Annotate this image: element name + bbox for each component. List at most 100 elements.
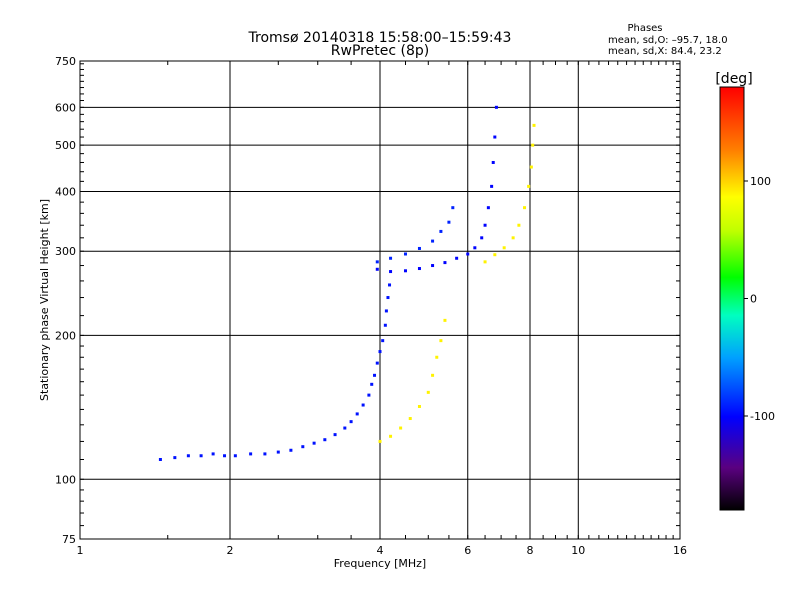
data-point [431,239,435,243]
data-point [233,454,237,458]
stats-x-mode: mean, sd,X: 84.4, 23.2 [608,46,722,57]
y-tick-label: 500 [55,139,76,152]
data-point [523,206,527,210]
data-point [375,267,379,271]
data-point [355,412,359,416]
data-point [435,355,439,359]
data-point [417,404,421,408]
data-point [301,445,305,449]
colorbar-tick-label: -100 [750,410,775,423]
data-point [493,253,497,257]
data-point [494,105,498,109]
data-point [408,417,412,421]
x-tick-label: 10 [571,544,585,557]
data-point [431,373,435,377]
data-point [443,261,447,265]
data-point [455,256,459,260]
data-point [388,283,392,287]
y-tick-label: 750 [55,55,76,68]
data-point [367,393,371,397]
data-point [502,246,506,250]
y-tick-label: 400 [55,185,76,198]
x-tick-label: 6 [464,544,471,557]
data-point [173,456,177,460]
data-point [333,433,337,437]
data-point [531,143,535,147]
data-point [490,184,494,188]
data-point [323,438,327,442]
data-point [249,452,253,456]
data-point [386,296,390,300]
colorbar-gradient [719,86,745,511]
x-tick-label: 2 [227,544,234,557]
data-point [480,236,484,240]
data-point [399,426,403,430]
data-point [378,350,382,354]
data-point [426,390,430,394]
data-point [389,434,393,438]
y-axis-label: Stationary phase Virtual Height [km] [38,199,51,401]
colorbar: [deg] 100 0 -100 [715,71,775,511]
y-tick-label: 200 [55,329,76,342]
data-point [361,403,365,407]
x-tick-label: 8 [527,544,534,557]
x-tick-label: 16 [673,544,687,557]
data-point [389,270,393,274]
data-point [383,323,387,327]
data-point [373,373,377,377]
x-tick-label: 4 [377,544,384,557]
data-point [211,452,215,456]
data-point [483,260,487,264]
data-point [517,223,521,227]
colorbar-tick-label: 0 [750,293,757,306]
x-tick-label: 1 [77,544,84,557]
data-point [263,452,267,456]
y-tick-label: 300 [55,245,76,258]
data-point [493,135,497,139]
chart-title: Tromsø 20140318 15:58:00–15:59:43 [248,30,512,46]
data-point [403,269,407,273]
stats-heading: Phases [627,23,662,34]
data-point [186,454,190,458]
data-point [527,184,531,188]
data-point [276,450,280,454]
data-point [343,426,347,430]
data-point [443,318,447,322]
data-point [378,439,382,443]
data-point [511,236,515,240]
data-point [451,206,455,210]
colorbar-label: [deg] [715,71,752,87]
data-point [370,382,374,386]
data-point [483,223,487,227]
data-point [381,339,385,343]
data-point [223,454,227,458]
data-point [417,267,421,271]
data-point [532,123,536,127]
y-tick-labels: 75 100 200 300 400 500 600 750 [55,55,76,546]
data-point [289,448,293,452]
y-tick-label: 75 [62,533,76,546]
data-points [158,105,536,461]
colorbar-tick-label: 100 [750,175,771,188]
data-point [389,256,393,260]
chart-subtitle: RwPretec (8p) [331,43,429,59]
data-point [439,229,443,233]
data-point [384,309,388,313]
minor-ticks [79,61,681,539]
data-point [439,339,443,343]
x-axis-label: Frequency [MHz] [334,557,426,570]
data-point [375,260,379,264]
data-point [529,165,533,169]
data-point [431,264,435,268]
data-point [491,160,495,164]
data-point [417,246,421,250]
stats-o-mode: mean, sd,O: –95.7, 18.0 [608,35,728,46]
data-point [312,441,316,445]
colorbar-ticks: 100 0 -100 [744,175,775,423]
data-point [375,361,379,365]
x-tick-labels: 1 2 4 6 8 10 16 [77,544,688,557]
data-point [403,252,407,256]
y-tick-label: 600 [55,101,76,114]
data-point [158,457,162,461]
